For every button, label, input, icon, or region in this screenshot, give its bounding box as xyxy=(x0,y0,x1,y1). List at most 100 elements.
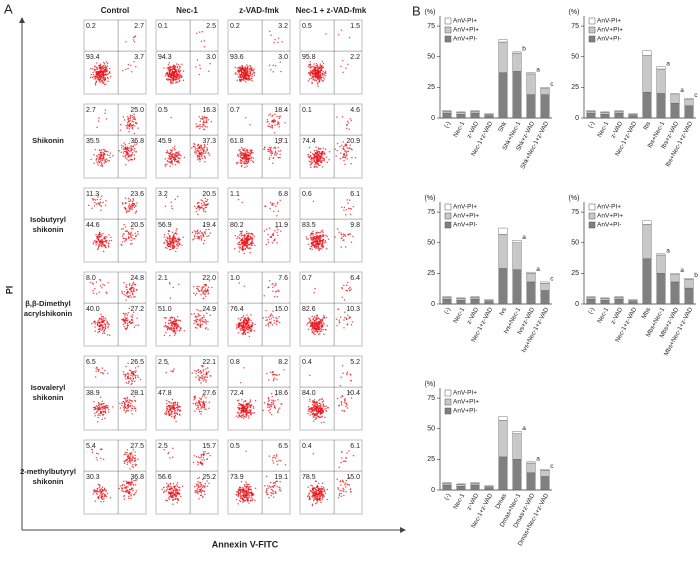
event-dot xyxy=(201,199,204,202)
event-dot xyxy=(128,203,131,205)
event-dot xyxy=(346,158,348,160)
event-dot xyxy=(174,404,176,407)
event-dot xyxy=(107,281,109,284)
event-dot xyxy=(279,153,281,155)
event-dot xyxy=(197,143,200,146)
event-dot xyxy=(175,70,178,72)
event-dot xyxy=(342,372,344,374)
event-dot xyxy=(87,204,90,207)
event-dot xyxy=(263,148,265,151)
event-dot xyxy=(311,330,314,333)
event-dot xyxy=(133,158,136,161)
event-dot xyxy=(171,321,173,323)
event-dot xyxy=(122,373,125,375)
event-dot xyxy=(311,315,313,318)
event-dot xyxy=(320,321,323,324)
event-dot xyxy=(92,406,95,409)
event-dot xyxy=(104,109,107,111)
quadrant-value: 1.1 xyxy=(230,191,240,198)
event-dot xyxy=(100,313,102,316)
event-dot xyxy=(170,160,173,163)
event-dot xyxy=(171,329,173,331)
event-dot xyxy=(167,73,169,75)
event-dot xyxy=(127,492,130,495)
event-dot xyxy=(346,314,349,316)
event-dot xyxy=(340,232,342,234)
event-dot xyxy=(97,120,100,122)
event-dot xyxy=(319,406,322,409)
event-dot xyxy=(322,240,324,243)
event-dot xyxy=(345,153,348,156)
event-dot xyxy=(249,74,252,77)
event-dot xyxy=(100,411,103,414)
event-dot xyxy=(194,402,197,405)
event-dot xyxy=(170,370,172,372)
event-dot xyxy=(171,231,174,234)
event-dot xyxy=(94,414,96,417)
event-dot xyxy=(250,330,253,332)
event-dot xyxy=(245,154,247,157)
event-dot xyxy=(171,71,174,73)
event-dot xyxy=(129,114,132,117)
event-dot xyxy=(127,117,129,120)
quadrant-value: 3.7 xyxy=(134,54,144,61)
event-dot xyxy=(118,487,120,490)
event-dot xyxy=(239,248,241,250)
event-dot xyxy=(272,380,275,382)
event-dot xyxy=(204,197,207,200)
event-dot xyxy=(169,239,171,242)
event-dot xyxy=(241,245,243,247)
event-dot xyxy=(205,229,207,231)
event-dot xyxy=(134,283,136,286)
event-dot xyxy=(198,209,201,211)
event-dot xyxy=(265,309,267,312)
event-dot xyxy=(202,149,205,151)
event-dot xyxy=(203,128,206,131)
event-dot xyxy=(103,153,105,155)
event-dot xyxy=(200,239,203,241)
event-dot xyxy=(105,495,108,498)
event-dot xyxy=(197,318,199,321)
event-dot xyxy=(170,149,172,152)
event-dot xyxy=(236,73,238,75)
event-dot xyxy=(240,70,242,73)
event-dot xyxy=(277,146,280,149)
event-dot xyxy=(251,79,253,82)
event-dot xyxy=(242,314,245,317)
event-dot xyxy=(126,490,128,493)
quadrant-value: 23.6 xyxy=(130,191,144,198)
quadrant-value: 16.3 xyxy=(202,107,216,114)
event-dot xyxy=(133,60,135,63)
event-dot xyxy=(268,227,271,229)
event-dot xyxy=(241,404,244,407)
event-dot xyxy=(107,73,109,75)
event-dot xyxy=(171,154,174,156)
event-dot xyxy=(95,80,98,83)
event-dot xyxy=(95,405,98,407)
event-dot xyxy=(106,240,108,242)
event-dot xyxy=(97,409,99,411)
event-dot xyxy=(176,154,178,157)
event-dot xyxy=(273,377,276,379)
quadrant-value: 37.3 xyxy=(202,138,216,145)
event-dot xyxy=(176,243,178,246)
event-dot xyxy=(308,78,311,80)
event-dot xyxy=(315,402,318,404)
event-dot xyxy=(169,457,171,459)
event-dot xyxy=(122,116,125,118)
event-dot xyxy=(199,158,202,161)
event-dot xyxy=(97,414,99,416)
cell-dots xyxy=(164,145,186,168)
event-dot xyxy=(343,410,345,412)
event-dot xyxy=(128,236,131,239)
event-dot xyxy=(247,405,249,407)
event-dot xyxy=(135,410,137,412)
event-dot xyxy=(236,243,239,245)
event-dot xyxy=(313,69,316,71)
event-dot xyxy=(318,66,320,68)
event-dot xyxy=(127,405,130,407)
event-dot xyxy=(323,158,326,161)
event-dot xyxy=(133,40,136,43)
event-dot xyxy=(128,156,130,158)
event-dot xyxy=(269,405,272,407)
